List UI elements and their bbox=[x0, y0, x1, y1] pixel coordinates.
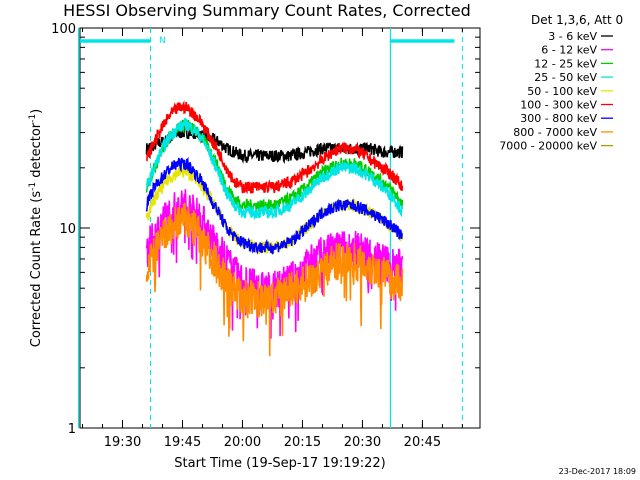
legend-label: 6 - 12 keV bbox=[541, 44, 597, 57]
legend-label: 7000 - 20000 keV bbox=[499, 140, 597, 153]
x-tick-label: 20:30 bbox=[344, 435, 381, 450]
y-tick-label: 100 bbox=[51, 22, 76, 37]
overlay-layer bbox=[77, 28, 463, 428]
legend-label: 300 - 800 keV bbox=[520, 112, 597, 125]
series-line-5 bbox=[146, 100, 404, 195]
x-tick-label: 20:45 bbox=[404, 435, 441, 450]
axis-layer: 19:30 19:45 20:00 20:15 20:30 20:45 1 10 100 bbox=[51, 22, 480, 450]
legend-label: 3 - 6 keV bbox=[548, 30, 597, 43]
legend-label: 12 - 25 keV bbox=[534, 57, 597, 70]
x-tick-label: 19:45 bbox=[164, 435, 201, 450]
x-tick-label: 20:00 bbox=[224, 435, 261, 450]
legend-label: 100 - 300 keV bbox=[520, 99, 597, 112]
y-tick-label: 10 bbox=[59, 222, 76, 237]
x-tick-label: 19:30 bbox=[104, 435, 141, 450]
legend-label: 50 - 100 keV bbox=[527, 85, 597, 98]
x-axis-label: Start Time (19-Sep-17 19:19:22) bbox=[174, 456, 385, 471]
night-marker: N bbox=[159, 36, 166, 46]
chart-title: HESSI Observing Summary Count Rates, Cor… bbox=[63, 1, 471, 20]
x-tick-label: 20:15 bbox=[284, 435, 321, 450]
series-line-7 bbox=[145, 202, 404, 357]
series-line-3 bbox=[145, 117, 404, 220]
plot-frame bbox=[79, 27, 481, 429]
data-layer bbox=[145, 100, 404, 357]
y-tick-label: 1 bbox=[68, 422, 76, 437]
series-line-6 bbox=[145, 156, 404, 255]
legend-header: Det 1,3,6, Att 0 bbox=[531, 13, 623, 27]
series-line-0 bbox=[145, 125, 404, 165]
y-axis-label: Corrected Count Rate (s-1 detector-1) bbox=[28, 109, 44, 347]
footer-date: 23-Dec-2017 18:09 bbox=[559, 467, 636, 476]
legend-label: 25 - 50 keV bbox=[534, 71, 597, 84]
legend-label: 800 - 7000 keV bbox=[513, 126, 597, 139]
